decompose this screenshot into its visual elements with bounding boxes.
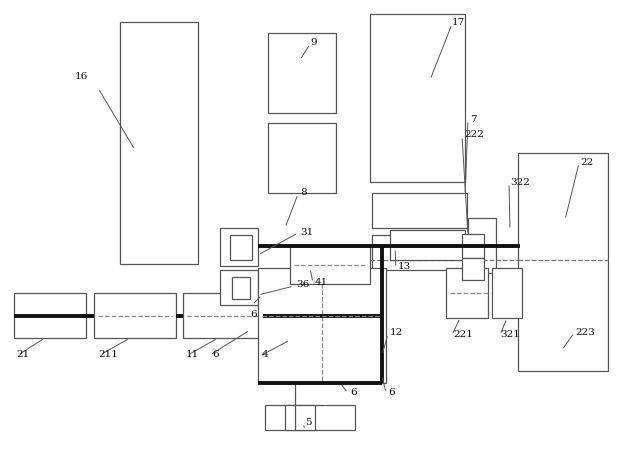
Text: 6: 6: [250, 310, 257, 319]
Text: 41: 41: [315, 278, 328, 287]
Bar: [462, 258, 484, 280]
Bar: [370, 14, 465, 182]
Text: 21: 21: [16, 350, 29, 359]
Text: 221: 221: [453, 330, 473, 339]
Text: 22: 22: [580, 158, 593, 167]
Bar: [468, 218, 496, 273]
Text: 8: 8: [300, 188, 307, 197]
Text: 31: 31: [300, 228, 313, 237]
Bar: [14, 293, 86, 338]
Bar: [230, 235, 252, 260]
Bar: [372, 235, 467, 270]
Bar: [390, 230, 465, 260]
Bar: [94, 293, 176, 338]
Text: 222: 222: [464, 130, 484, 139]
Bar: [446, 268, 488, 318]
Text: 321: 321: [500, 330, 520, 339]
Text: 17: 17: [452, 18, 465, 27]
Bar: [232, 277, 250, 299]
Text: 16: 16: [75, 72, 88, 81]
Bar: [268, 33, 336, 113]
Text: 211: 211: [98, 350, 118, 359]
Text: 4: 4: [262, 350, 269, 359]
Bar: [268, 123, 336, 193]
Bar: [290, 246, 370, 284]
Text: 223: 223: [575, 328, 595, 337]
Bar: [462, 234, 484, 258]
Bar: [183, 293, 263, 338]
Text: 11: 11: [186, 350, 199, 359]
Bar: [492, 268, 522, 318]
Text: 7: 7: [470, 115, 476, 124]
Bar: [120, 22, 198, 264]
Text: 6: 6: [212, 350, 218, 359]
Text: 12: 12: [390, 328, 403, 337]
Bar: [258, 268, 386, 383]
Text: 322: 322: [510, 178, 530, 187]
Text: 5: 5: [305, 418, 312, 427]
Text: 9: 9: [310, 38, 317, 47]
Text: 6: 6: [350, 388, 356, 397]
Text: 6: 6: [388, 388, 394, 397]
Bar: [285, 405, 315, 430]
Text: 13: 13: [398, 262, 411, 271]
Bar: [220, 228, 258, 266]
Bar: [518, 153, 608, 371]
Bar: [372, 193, 467, 228]
Text: 36: 36: [296, 280, 309, 289]
Bar: [220, 270, 258, 305]
